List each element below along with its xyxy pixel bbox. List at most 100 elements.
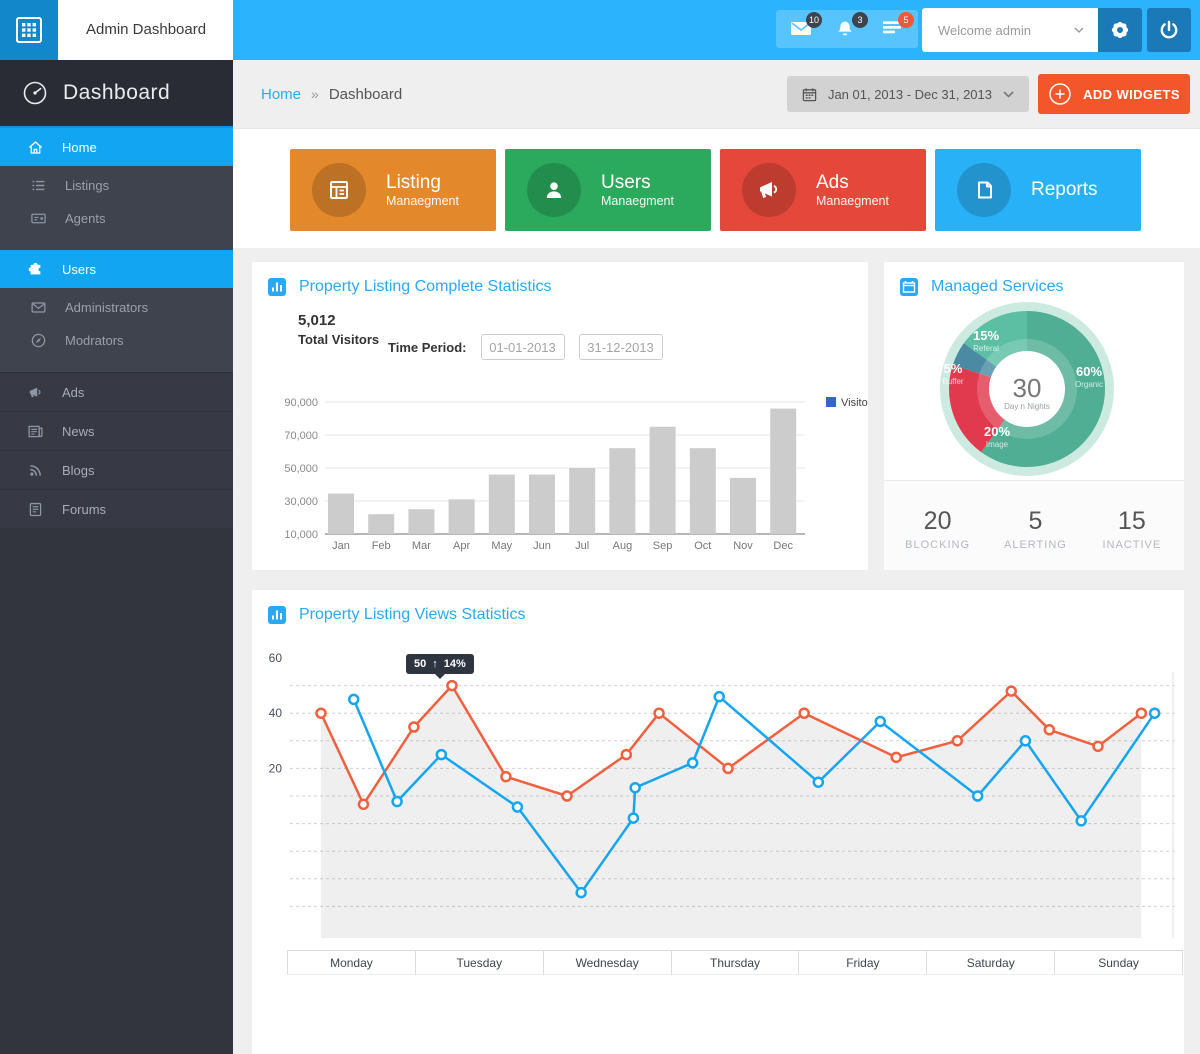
puzzle-icon	[27, 261, 44, 278]
marker-views-blue[interactable]	[874, 715, 887, 728]
marker-views-blue[interactable]	[1019, 735, 1032, 747]
date-range-picker[interactable]: Jan 01, 2013 - Dec 31, 2013	[786, 76, 1029, 112]
bar-ytick: 30,000	[284, 496, 318, 508]
bar-Dec[interactable]	[770, 408, 797, 534]
bar-xtick: Jun	[533, 540, 551, 552]
sidebar-item-home[interactable]: Home	[0, 128, 233, 166]
messages-notification[interactable]: 5	[882, 12, 914, 38]
notification-badge: 5	[898, 12, 914, 28]
managed-services-stats: 20 BLOCKING 5 ALERTING 15 INACTIVE	[884, 480, 1184, 570]
date-to-input[interactable]	[578, 334, 663, 360]
slice-name-label: Organic	[1075, 380, 1103, 389]
marker-views-red[interactable]	[408, 721, 420, 733]
marker-views-blue[interactable]	[629, 781, 641, 794]
slice-pct-label: 60%	[1076, 364, 1102, 379]
marker-views-red[interactable]	[653, 707, 665, 719]
sidebar-subgroup: Administrators Modrators	[0, 288, 233, 372]
bar-Jul[interactable]	[569, 468, 596, 534]
marker-views-red[interactable]	[561, 790, 573, 802]
marker-views-blue[interactable]	[391, 795, 403, 808]
speedometer-icon	[22, 80, 48, 106]
sidebar-item-agents[interactable]: Agents	[0, 202, 233, 235]
marker-views-blue[interactable]	[1075, 815, 1087, 827]
marker-views-blue[interactable]	[713, 690, 725, 703]
slice-pct-label: 5%	[944, 361, 963, 376]
sidebar-item-blogs[interactable]: Blogs	[0, 450, 233, 489]
card-users-management[interactable]: Users Manaegment	[505, 149, 711, 231]
line-views-red	[319, 684, 1143, 806]
breadcrumb-home-link[interactable]: Home	[261, 85, 302, 103]
marker-views-red[interactable]	[620, 748, 633, 761]
total-visitors: 5,012 Total Visitors	[298, 312, 379, 347]
marker-views-red[interactable]	[357, 798, 370, 811]
bar-Feb[interactable]	[368, 514, 395, 534]
bar-chart-icon	[268, 278, 286, 296]
app-logo[interactable]	[0, 0, 58, 60]
card-subtitle: Manaegment	[601, 193, 674, 208]
marker-views-red[interactable]	[1043, 724, 1056, 736]
marker-views-blue[interactable]	[347, 693, 360, 706]
marker-views-red[interactable]	[446, 679, 458, 692]
bell-notification[interactable]: 3	[836, 12, 868, 38]
bar-Jun[interactable]	[529, 474, 555, 534]
marker-views-red[interactable]	[798, 707, 810, 719]
slice-name-label: Referal	[973, 344, 999, 353]
bar-Nov[interactable]	[730, 477, 756, 534]
bar-Apr[interactable]	[448, 499, 475, 534]
marker-views-blue[interactable]	[511, 801, 524, 813]
sidebar-item-forums[interactable]: Forums	[0, 489, 233, 528]
sidebar-item-label: Blogs	[62, 462, 95, 478]
marker-views-red[interactable]	[890, 751, 902, 764]
marker-views-blue[interactable]	[686, 757, 699, 769]
marker-views-blue[interactable]	[1148, 707, 1161, 719]
cards-band: Listing Manaegment Users Manaegment Ads Manae…	[233, 128, 1200, 248]
sidebar-nav: Home Listings Agents Users Administrators Mod…	[0, 128, 233, 528]
compass-icon	[30, 332, 47, 349]
marker-views-red[interactable]	[1135, 707, 1148, 719]
mail-notification[interactable]: 10	[790, 12, 822, 38]
bar-Mar[interactable]	[408, 509, 435, 534]
bar-Aug[interactable]	[609, 448, 636, 534]
marker-views-blue[interactable]	[575, 886, 587, 899]
card-reports-management[interactable]: Reports	[935, 149, 1141, 231]
marker-views-blue[interactable]	[435, 748, 448, 761]
marker-views-red[interactable]	[315, 707, 327, 719]
chevron-down-icon	[1074, 27, 1084, 33]
bar-ytick: 70,000	[284, 430, 318, 442]
bar-Oct[interactable]	[689, 448, 716, 534]
logout-button[interactable]	[1147, 8, 1191, 52]
day-label-sunday: Sunday	[1054, 951, 1184, 974]
card-listing-management[interactable]: Listing Manaegment	[290, 149, 496, 231]
marker-views-red[interactable]	[951, 735, 964, 747]
marker-views-red[interactable]	[722, 762, 734, 775]
marker-views-red[interactable]	[1092, 740, 1104, 753]
sidebar-subgroup: Listings Agents	[0, 166, 233, 250]
sidebar-item-news[interactable]: News	[0, 411, 233, 450]
total-visitors-label: Total Visitors	[298, 332, 380, 347]
marker-views-blue[interactable]	[627, 812, 640, 824]
gear-icon	[1108, 18, 1132, 42]
add-widgets-button[interactable]: ADD WIDGETS	[1038, 74, 1190, 114]
bar-xtick: Apr	[453, 540, 470, 552]
card-text: Listing Manaegment	[386, 172, 459, 208]
card-icon-circle	[527, 163, 581, 217]
total-visitors-value: 5,012	[298, 312, 336, 329]
marker-views-red[interactable]	[1005, 685, 1018, 697]
sidebar-item-administrators[interactable]: Administrators	[0, 291, 233, 324]
bar-Sep[interactable]	[649, 426, 676, 534]
user-menu[interactable]: Welcome admin	[922, 8, 1098, 52]
bar-May[interactable]	[488, 474, 515, 534]
marker-views-blue[interactable]	[971, 790, 984, 802]
bar-Jan[interactable]	[328, 493, 354, 534]
sidebar-item-ads[interactable]: Ads	[0, 372, 233, 411]
mail-icon	[790, 20, 812, 37]
date-from-input[interactable]	[480, 334, 565, 360]
marker-views-blue[interactable]	[812, 776, 825, 788]
card-ads-management[interactable]: Ads Manaegment	[720, 149, 926, 231]
sidebar-item-modrators[interactable]: Modrators	[0, 324, 233, 357]
sidebar-item-listings[interactable]: Listings	[0, 169, 233, 202]
sidebar-item-users[interactable]: Users	[0, 250, 233, 288]
marker-views-red[interactable]	[500, 770, 512, 783]
settings-button[interactable]	[1098, 8, 1142, 52]
day-label-saturday: Saturday	[926, 951, 1054, 974]
